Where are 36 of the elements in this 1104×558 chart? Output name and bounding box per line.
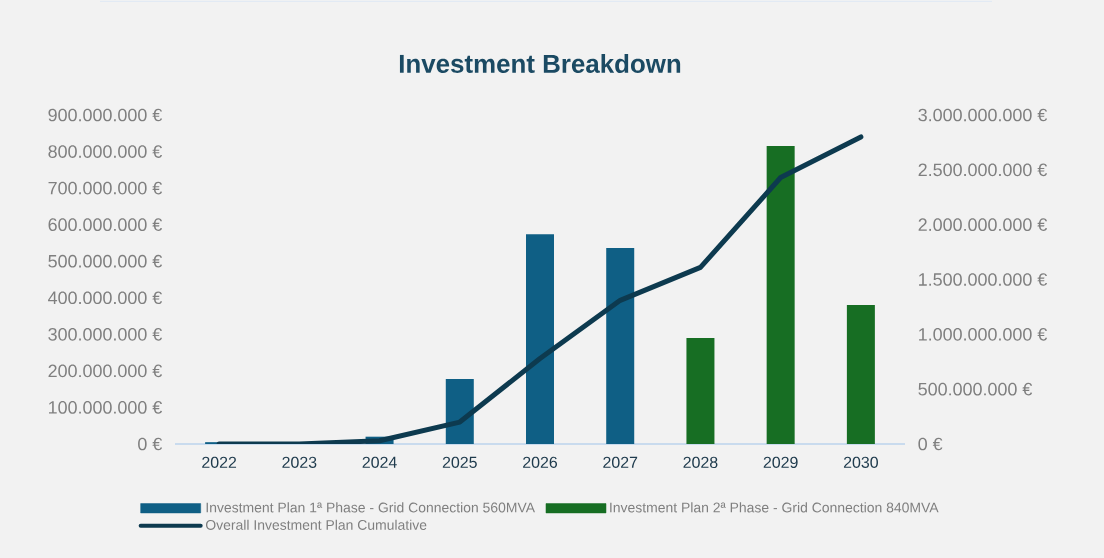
x-tick-label: 2023: [282, 456, 317, 468]
bar: [606, 248, 635, 444]
bar: [846, 305, 875, 444]
x-tick-label: 2024: [362, 456, 397, 468]
x-tick-label: 2025: [442, 456, 477, 468]
y-tick-label: 800.000.000 €: [48, 145, 163, 158]
bar: [686, 337, 715, 444]
x-tick-label: 2029: [763, 456, 798, 468]
y-tick-label: 300.000.000 €: [48, 327, 163, 341]
x-tick-label: 2030: [843, 456, 878, 468]
x-tick-label: 2026: [523, 456, 558, 468]
chart-title: Investment Breakdown: [399, 53, 681, 73]
y-tick-label: 200.000.000 €: [48, 364, 163, 378]
y-tick-label: 500.000.000 €: [48, 254, 163, 268]
y2-tick-label: 1.500.000.000 €: [919, 273, 1048, 286]
y-tick-label: 600.000.000 €: [48, 218, 163, 231]
legend-label: Investment Plan 2ª Phase - Grid Connection 840MVA: [610, 502, 939, 513]
y-tick-label: 700.000.000 €: [48, 181, 163, 195]
legend-label: Investment Plan 1ª Phase - Grid Connection 560MVA: [206, 502, 536, 513]
x-tick-label: 2027: [603, 456, 638, 468]
bar: [526, 234, 554, 444]
y2-tick-label: 3.000.000.000 €: [918, 108, 1048, 122]
legend-label: Overall Investment Plan Cumulative: [205, 519, 427, 530]
y2-tick-label: 2.000.000.000 €: [918, 218, 1048, 231]
y2-tick-label: 0 €: [918, 437, 943, 451]
bar: [445, 378, 474, 444]
x-tick-label: 2022: [202, 456, 237, 468]
y2-tick-label: 2.500.000.000 €: [918, 163, 1048, 177]
bar: [766, 146, 795, 444]
y-tick-label: 900.000.000 €: [48, 108, 163, 122]
y2-tick-label: 500.000.000 €: [918, 382, 1033, 396]
y2-tick-label: 1.000.000.000 €: [919, 327, 1048, 341]
y-tick-label: 400.000.000 €: [48, 291, 163, 305]
y-tick-label: 100.000.000 €: [49, 401, 163, 414]
y-tick-label: 0 €: [138, 437, 163, 451]
x-tick-label: 2028: [683, 456, 718, 468]
